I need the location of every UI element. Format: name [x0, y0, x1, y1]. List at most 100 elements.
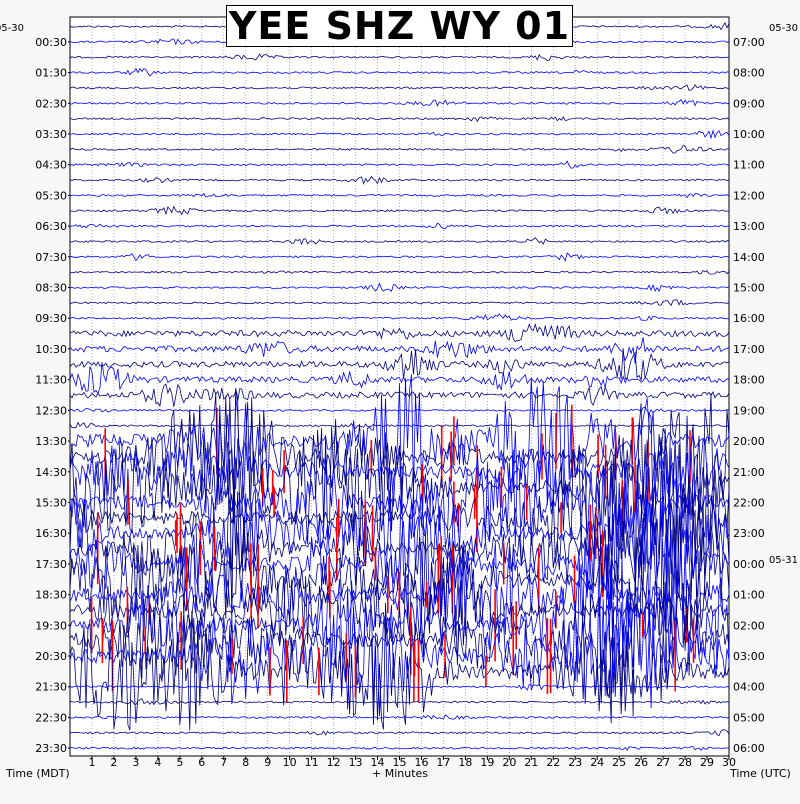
- left-hour-label: 09:30: [35, 312, 67, 325]
- left-hour-label: 10:30: [35, 343, 67, 356]
- x-tick-label: 19: [480, 756, 494, 769]
- left-hour-label: 12:30: [35, 404, 67, 417]
- right-hour-label: 14:00: [733, 251, 765, 264]
- x-tick-label: 4: [154, 756, 161, 769]
- x-tick-label: 10: [283, 756, 297, 769]
- x-tick-label: 27: [656, 756, 670, 769]
- left-hour-label: 18:30: [35, 589, 67, 602]
- seismic-trace: [69, 406, 730, 415]
- left-hour-label: 08:30: [35, 282, 67, 295]
- seismic-trace: [69, 222, 730, 230]
- seismic-trace: [69, 698, 730, 706]
- right-hour-label: 09:00: [733, 97, 765, 110]
- right-hour-label: 10:00: [733, 128, 765, 141]
- seismic-trace: [69, 714, 730, 720]
- right-hour-label: 21:00: [733, 466, 765, 479]
- left-hour-label: 19:30: [35, 619, 67, 632]
- seismic-trace: [69, 84, 730, 91]
- right-hour-label: 12:00: [733, 189, 765, 202]
- left-hour-label: 15:30: [35, 496, 67, 509]
- left-hour-label: 17:30: [35, 558, 67, 571]
- seismic-trace: [69, 561, 730, 666]
- x-tick-label: 29: [700, 756, 714, 769]
- right-hour-label: 13:00: [733, 220, 765, 233]
- x-tick-label: 20: [502, 756, 516, 769]
- x-tick-label: 15: [393, 756, 407, 769]
- right-hour-label: 01:00: [733, 589, 765, 602]
- right-hour-label: 07:00: [733, 36, 765, 49]
- right-hour-label: 08:00: [733, 67, 765, 80]
- left-date-label: 05-30: [0, 23, 24, 34]
- x-tick-label: 7: [220, 756, 227, 769]
- seismic-trace: [69, 160, 730, 169]
- left-hour-label: 06:30: [35, 220, 67, 233]
- left-time-axis: 00:30 01:30 02:30 03:30 04:30 05:30 06:30 07:30…: [35, 36, 70, 755]
- x-axis-label: + Minutes: [372, 767, 428, 780]
- right-axis-title: Time (UTC): [729, 767, 791, 780]
- left-hour-label: 07:30: [35, 251, 67, 264]
- chart-title: YEE SHZ WY 01: [226, 4, 573, 48]
- x-tick-label: 1: [88, 756, 95, 769]
- seismic-trace: [69, 175, 730, 185]
- right-hour-label: 23:00: [733, 527, 765, 540]
- seismic-trace: [69, 729, 730, 737]
- seismic-trace: [69, 53, 730, 62]
- x-tick-label: 22: [546, 756, 560, 769]
- x-tick-label: 23: [568, 756, 582, 769]
- left-hour-label: 04:30: [35, 159, 67, 172]
- left-hour-label: 22:30: [35, 711, 67, 724]
- right-date-label-next: 05-31: [769, 555, 798, 566]
- right-hour-label: 18:00: [733, 374, 765, 387]
- right-hour-label: 16:00: [733, 312, 765, 325]
- right-hour-label: 11:00: [733, 159, 765, 172]
- seismic-trace: [69, 269, 730, 275]
- x-tick-label: 24: [590, 756, 604, 769]
- right-hour-label: 20:00: [733, 435, 765, 448]
- x-tick-label: 9: [264, 756, 271, 769]
- seismic-trace: [69, 67, 730, 77]
- seismic-trace: [69, 116, 730, 123]
- x-tick-label: 21: [524, 756, 538, 769]
- left-hour-label: 13:30: [35, 435, 67, 448]
- x-tick-label: 11: [305, 756, 319, 769]
- left-hour-label: 05:30: [35, 189, 67, 202]
- seismic-trace: [69, 421, 730, 429]
- seismic-trace: [69, 205, 730, 216]
- seismic-trace: [69, 683, 730, 691]
- x-tick-label: 18: [458, 756, 472, 769]
- seismic-trace: [69, 252, 730, 263]
- x-tick-label: 14: [371, 756, 385, 769]
- seismic-trace: [69, 337, 730, 364]
- right-hour-label: 06:00: [733, 742, 765, 755]
- x-tick-label: 25: [612, 756, 626, 769]
- right-hour-label: 03:00: [733, 650, 765, 663]
- right-time-axis: 07:00 08:00 09:00 10:00 11:00 12:00 13:00 14:00…: [733, 36, 765, 755]
- seismic-trace: [69, 526, 730, 696]
- seismic-trace: [69, 98, 730, 107]
- left-axis-title: Time (MDT): [5, 767, 70, 780]
- left-hour-label: 16:30: [35, 527, 67, 540]
- left-hour-label: 20:30: [35, 650, 67, 663]
- x-tick-label: 30: [722, 756, 736, 769]
- seismic-trace: [69, 348, 730, 381]
- seismic-trace: [69, 322, 730, 343]
- right-hour-label: 00:00: [733, 558, 765, 571]
- seismic-trace: [69, 746, 730, 751]
- right-hour-label: 17:00: [733, 343, 765, 356]
- x-tick-label: 17: [436, 756, 450, 769]
- x-tick-label: 2: [110, 756, 117, 769]
- right-hour-label: 15:00: [733, 282, 765, 295]
- traces: [69, 21, 730, 751]
- seismic-trace: [69, 313, 730, 321]
- seismic-trace: [69, 602, 730, 731]
- x-tick-label: 8: [242, 756, 249, 769]
- x-tick-label: 13: [349, 756, 363, 769]
- right-hour-label: 05:00: [733, 711, 765, 724]
- x-tick-label: 26: [634, 756, 648, 769]
- seismic-trace: [69, 449, 730, 567]
- left-hour-label: 01:30: [35, 67, 67, 80]
- right-hour-label: 22:00: [733, 496, 765, 509]
- left-hour-label: 00:30: [35, 36, 67, 49]
